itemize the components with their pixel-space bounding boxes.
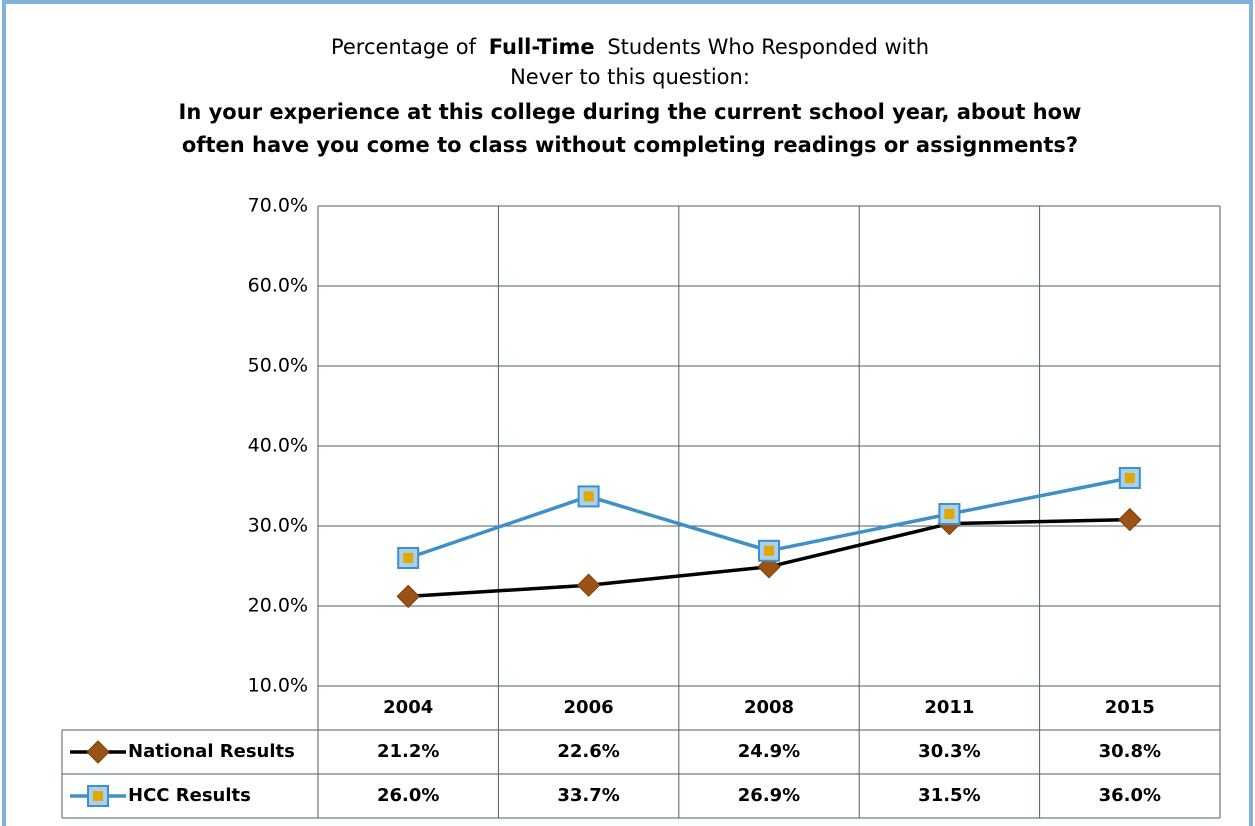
y-tick-label: 40.0%	[248, 435, 308, 457]
y-tick-label: 30.0%	[248, 515, 308, 537]
chart-title: Never to this question:	[510, 65, 750, 89]
marker-inner	[583, 491, 594, 502]
subtitle: often have you come to class without com…	[182, 133, 1078, 157]
marker-inner	[764, 545, 774, 556]
point	[396, 584, 420, 609]
x-tick-label: 2015	[1105, 697, 1155, 718]
y-tick-label: 10.0%	[248, 675, 308, 697]
point	[758, 539, 780, 562]
data-label: 31.5%	[918, 785, 980, 806]
point	[576, 573, 601, 597]
x-tick-label: 2006	[564, 697, 614, 718]
data-label: 30.3%	[918, 741, 980, 762]
legend-label: HCC Results	[128, 785, 251, 806]
chart-title: Percentage of Full-Time Students Who Res…	[331, 35, 929, 59]
point	[397, 547, 420, 569]
point	[1118, 507, 1142, 532]
data-label: 24.9%	[738, 741, 800, 762]
point	[1118, 467, 1141, 489]
legend-marker	[86, 740, 110, 764]
marker-inner	[944, 509, 955, 519]
y-tick-label: 70.0%	[248, 195, 308, 217]
y-tick-label: 50.0%	[248, 355, 308, 377]
subtitle: In your experience at this college durin…	[179, 100, 1082, 124]
x-tick-label: 2004	[383, 697, 433, 718]
marker-inner	[1124, 473, 1135, 483]
y-tick-label: 60.0%	[248, 275, 308, 297]
x-tick-label: 2008	[744, 697, 794, 718]
marker-inner	[403, 553, 414, 563]
data-label: 26.0%	[377, 785, 439, 806]
x-tick-label: 2011	[924, 697, 974, 718]
y-tick-label: 20.0%	[248, 595, 308, 617]
title-part: Full-Time	[489, 35, 595, 59]
data-label: 26.9%	[738, 785, 800, 806]
data-label: 36.0%	[1099, 785, 1161, 806]
legend-label: National Results	[128, 741, 295, 762]
data-label: 33.7%	[557, 785, 619, 806]
title-part: Students Who Responded with	[607, 35, 929, 59]
title-part: Percentage of	[331, 35, 477, 59]
data-label: 22.6%	[557, 741, 619, 762]
legend-marker	[87, 785, 109, 807]
data-label: 30.8%	[1099, 741, 1161, 762]
point	[577, 485, 600, 508]
data-label: 21.2%	[377, 741, 439, 762]
marker-inner	[93, 791, 103, 801]
point	[938, 503, 961, 525]
